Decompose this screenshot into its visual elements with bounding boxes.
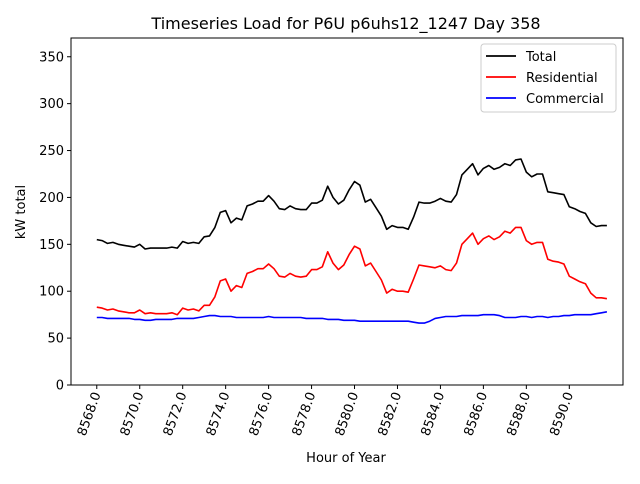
- y-tick-label: 50: [47, 332, 64, 347]
- x-axis: 8568.0 8570.0 8572.0 8574.0 8576.0 8578.0 8580…: [75, 385, 577, 438]
- legend-label-total: Total: [525, 50, 556, 65]
- x-tick-label: 8568.0: [75, 390, 105, 438]
- x-tick-label: 8570.0: [118, 390, 148, 438]
- y-tick-label: 200: [39, 191, 64, 206]
- plot-frame: [70, 37, 624, 386]
- x-tick-label: 8584.0: [419, 390, 449, 438]
- y-tick-label: 300: [39, 97, 64, 112]
- chart-title: Timeseries Load for P6U p6uhs12_1247 Day…: [150, 14, 540, 34]
- y-axis: 0 50 100 150 200 250 300 350: [39, 50, 71, 394]
- legend-box: [480, 43, 617, 113]
- y-tick-label: 0: [56, 379, 64, 394]
- y-axis-label: kW total: [14, 185, 29, 239]
- x-tick-label: 8586.0: [461, 390, 491, 438]
- legend-label-commercial: Commercial: [526, 92, 604, 107]
- legend-label-residential: Residential: [526, 71, 598, 86]
- y-tick-label: 150: [39, 238, 64, 253]
- series-line-residential: [96, 226, 608, 316]
- x-axis-label: Hour of Year: [306, 451, 386, 466]
- series-layer: [96, 158, 608, 324]
- x-tick-label: 8588.0: [504, 390, 534, 438]
- y-tick-label: 250: [39, 144, 64, 159]
- x-tick-label: 8572.0: [161, 390, 191, 438]
- y-tick-label: 100: [39, 285, 64, 300]
- y-tick-label: 350: [39, 50, 64, 65]
- x-tick-label: 8578.0: [290, 390, 320, 438]
- x-tick-label: 8576.0: [247, 390, 277, 438]
- x-tick-label: 8580.0: [333, 390, 363, 438]
- x-tick-label: 8590.0: [547, 390, 577, 438]
- x-tick-label: 8574.0: [204, 390, 234, 438]
- legend: Total Residential Commercial: [480, 43, 617, 113]
- x-tick-label: 8582.0: [376, 390, 406, 438]
- series-line-commercial: [96, 311, 608, 324]
- series-line-total: [96, 158, 607, 250]
